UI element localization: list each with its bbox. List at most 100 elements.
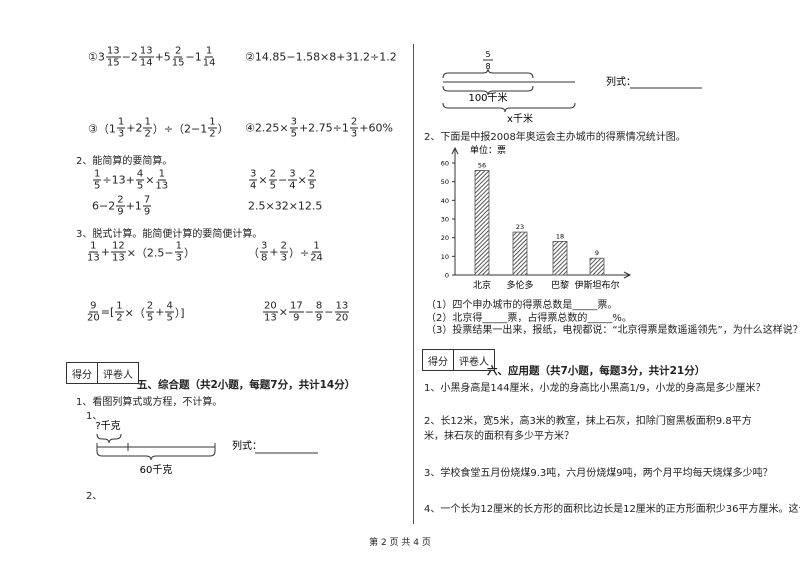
denominator: 5	[146, 312, 154, 324]
expression-text: ）÷	[288, 246, 310, 259]
expression-text: 6−2	[92, 199, 116, 213]
fraction: 9 20	[87, 301, 100, 324]
expression-text: −2	[121, 50, 138, 64]
math-expression: 3 4 × 2 5−3 4 × 2 5	[248, 169, 317, 192]
problem: 3、学校食堂五月份烧煤9.3吨，六月份烧煤9吨，两个月平均每天烧煤多少吨？	[424, 468, 773, 479]
denominator: 14	[139, 57, 153, 69]
grader-label: 评卷人	[103, 369, 133, 381]
expression-text: +	[155, 305, 165, 319]
question: （2）北京得_____票，占得票总数的_____%。	[426, 313, 632, 324]
x-tick-label: 北京	[473, 279, 491, 291]
expression-text: ③（1	[88, 122, 116, 135]
denominator: 15	[106, 57, 120, 69]
expression-text: +60%	[359, 121, 393, 135]
fraction: 1 24	[310, 241, 323, 264]
expression-text: ×	[297, 173, 307, 187]
fraction: 13 14	[138, 45, 154, 69]
numerator: 4	[165, 300, 174, 313]
fraction: 1 14	[203, 46, 216, 69]
x-tick-label: 伊斯坦布尔	[574, 279, 619, 291]
denominator: 5	[166, 312, 173, 324]
fraction: 20 13	[263, 301, 278, 324]
denominator: 9	[117, 206, 124, 218]
question-title: 2、下面是中报2008年奥运会主办城市的得票情况统计图。	[424, 132, 686, 143]
expression-text: ）	[184, 246, 195, 259]
numerator: 1	[115, 300, 124, 313]
item-number: 2、	[86, 491, 103, 502]
numerator: 2	[307, 168, 317, 181]
math-expression: 1 5 ÷13+ 4 5 × 1 13	[92, 169, 169, 192]
denominator: 2	[144, 128, 151, 140]
formula-label: 列式：	[232, 439, 262, 452]
denominator: 5	[269, 180, 276, 192]
expression-text: +5	[154, 50, 171, 64]
expression-text: −	[324, 305, 334, 319]
expression-text: ×	[278, 305, 288, 319]
expression-text: ÷13+	[102, 173, 135, 187]
expression-text: ）]	[174, 306, 185, 319]
bar	[552, 241, 568, 276]
section-title: 五、综合题（共2小题，每题7分，共计14分）	[137, 379, 356, 391]
math-expression: 6−2 2 9 +1 7 9	[92, 195, 152, 218]
numerator: 13	[105, 45, 121, 58]
expression-text: ②14.85−1.58×8+31.2÷1.2	[245, 50, 397, 64]
fraction: 1 13	[87, 241, 100, 264]
denominator: 14	[202, 57, 216, 69]
expression-text: +2.75÷1	[298, 121, 349, 135]
data-label: 9	[595, 249, 599, 257]
diagram-label: x千米	[507, 112, 533, 125]
question: （3）投票结果一出来，报纸，电视都说：“北京得票是数遥遥领先”，为什么这样说？	[426, 325, 800, 336]
expression-text: ）	[217, 122, 229, 135]
expression-text: ×（	[124, 306, 145, 319]
numerator: 13	[334, 300, 350, 313]
numerator: 13	[138, 45, 154, 58]
denominator: 3	[117, 128, 125, 140]
bar	[589, 257, 605, 276]
denominator: 13	[87, 252, 100, 264]
denominator: 9	[143, 206, 151, 218]
question: （1）四个申办城市的得票总数是_____票。	[426, 300, 618, 311]
line-diagram: ?千克 60千克 列式：	[95, 420, 318, 476]
y-axis-arrow	[451, 146, 459, 155]
fraction: 12 13	[110, 241, 126, 264]
expression-text: +2	[126, 121, 143, 135]
brace	[96, 433, 122, 444]
expression-text: ×（2.5−	[126, 246, 174, 259]
denominator: 3	[280, 252, 287, 264]
fraction: 17 9	[288, 301, 304, 324]
numerator: 2	[279, 240, 288, 253]
math-expression: 2.5×32×12.5	[248, 200, 322, 213]
numerator: 1	[143, 116, 152, 129]
denominator: 13	[111, 252, 125, 264]
expression-text: +	[100, 245, 110, 259]
denominator: 13	[264, 312, 277, 324]
fraction: 2 15	[172, 46, 185, 69]
expression-text: −	[304, 305, 314, 319]
bar	[474, 170, 490, 276]
question-title: 1、看图列算式或方程，不计算。	[76, 397, 223, 408]
numerator: 1	[93, 168, 102, 181]
denominator: 5	[290, 128, 297, 140]
expression-text: −1	[185, 50, 202, 64]
denominator: 5	[308, 180, 316, 192]
fraction: 1 13	[155, 169, 168, 192]
fraction: 13 15	[105, 45, 121, 69]
denominator: 20	[87, 312, 100, 324]
question-title: 2、能简算的要简算。	[76, 156, 173, 167]
denominator: 8	[261, 252, 268, 264]
numerator: 7	[142, 194, 152, 207]
math-expression: ③（1 1 3 +2 1 2 ）÷（2−1 1 2）	[88, 117, 229, 140]
item-number: 1、	[86, 411, 103, 422]
